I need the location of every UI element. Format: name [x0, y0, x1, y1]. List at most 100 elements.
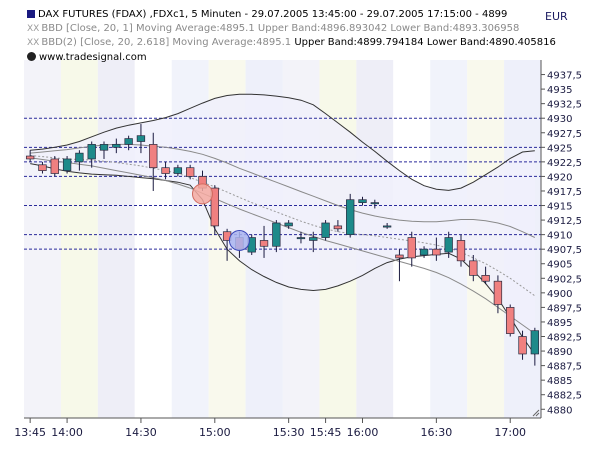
x-axis-ticks: 13:45 14:00 14:30 15:00 15:30 15:45 16:00 16:30…: [14, 418, 526, 439]
candle: [432, 237, 441, 261]
candle: [481, 266, 490, 285]
x-tick-label: 14:00: [51, 426, 83, 439]
y-tick-label: 4905: [547, 260, 572, 271]
y-tick-label: 4900: [547, 289, 572, 300]
candle-body-down: [456, 240, 466, 262]
candle-body-down: [186, 167, 195, 177]
candle-body-down: [493, 280, 503, 305]
indicator-1-upper: Upper Band:4896.893042: [257, 23, 388, 34]
candle-body-up: [284, 222, 293, 227]
inner-lower-band-line: [30, 157, 536, 335]
candle-body-up: [296, 237, 306, 240]
x-tick-label: 16:00: [347, 426, 379, 439]
candle-body-up: [321, 222, 330, 238]
indicator-2-legend[interactable]: XX BBD(2) [Close, 20, 2.618] Moving Avera…: [27, 37, 556, 49]
copyright-icon: [27, 52, 36, 61]
background-stripe: [97, 60, 135, 418]
candle: [124, 135, 133, 151]
candle: [50, 156, 59, 177]
candle-body-down: [407, 237, 416, 259]
y-tick-label: 4880: [547, 405, 572, 416]
candle-body-up: [382, 225, 392, 228]
resize-grip-icon[interactable]: [532, 409, 540, 417]
y-tick-label: 4932,5: [547, 100, 582, 111]
indicator-2-ma: Moving Average:4895.1: [172, 37, 292, 48]
y-tick-label: 4895: [547, 318, 572, 329]
candle: [370, 199, 379, 209]
candle-body-up: [112, 144, 121, 148]
candle: [38, 161, 47, 174]
indicator-1-prefix: XX: [27, 24, 40, 34]
candle-body-up: [136, 135, 146, 142]
candle: [173, 164, 183, 177]
indicator-1-legend[interactable]: XX BBD [Close, 20, 1] Moving Average:4895…: [27, 23, 519, 35]
candle-body-down: [333, 225, 343, 230]
y-tick-label: 4922,5: [547, 158, 582, 169]
candles: [25, 124, 540, 366]
y-tick-label: 4902,5: [547, 274, 582, 285]
indicator-1-ma: Moving Average:4895.1: [135, 23, 255, 34]
x-tick-label: 15:00: [199, 426, 231, 439]
outer-lower-band-line: [30, 163, 536, 355]
indicator-1-lower: Lower Band:4893.306958: [390, 23, 520, 34]
x-tick-label: 15:45: [310, 426, 342, 439]
y-tick-label: 4890: [547, 347, 572, 358]
candle-body-up: [62, 158, 72, 171]
candle: [493, 275, 503, 314]
x-tick-label: 16:30: [421, 426, 453, 439]
x-tick-label: 17:00: [494, 426, 526, 439]
candle: [333, 220, 343, 232]
horizontal-levels: [24, 117, 541, 250]
candle-body-up: [124, 138, 133, 145]
candle-body-up: [370, 202, 379, 205]
candle: [99, 141, 109, 159]
candle: [395, 249, 404, 282]
candle-body-down: [506, 307, 515, 334]
candle: [456, 234, 466, 267]
candle-body-down: [149, 144, 158, 169]
candle: [407, 231, 416, 267]
x-tick-label: 15:30: [273, 426, 305, 439]
candle: [419, 246, 429, 258]
resize-grip-lines: [532, 409, 540, 417]
signals: [191, 183, 250, 251]
indicator-1-name: BBD [Close, 20, 1]: [41, 23, 133, 34]
candle-body-down: [161, 167, 170, 174]
y-tick-label: 4910: [547, 231, 572, 242]
candle-body-up: [87, 144, 96, 160]
copyright-text: www.tradesignal.com: [39, 52, 147, 63]
y-tick-label: 4917,5: [547, 187, 582, 198]
candle: [309, 231, 318, 253]
candle: [112, 138, 121, 154]
candle: [75, 150, 84, 171]
candle: [346, 193, 355, 238]
background-stripe: [24, 60, 61, 418]
candle-body-up: [173, 167, 183, 174]
x-tick-label: 14:30: [125, 426, 157, 439]
sell-signal-marker: [191, 183, 213, 205]
candle: [382, 222, 392, 229]
candle-body-up: [444, 237, 453, 253]
candle: [530, 327, 540, 366]
y-tick-label: 4897,5: [547, 303, 582, 314]
candle: [296, 231, 306, 244]
y-tick-label: 4927,5: [547, 129, 582, 140]
chart-title: DAX FUTURES (FDAX) ,FDXc1, 5 Minuten - 2…: [38, 9, 508, 20]
y-tick-label: 4882,5: [547, 391, 582, 402]
candle-body-up: [530, 330, 540, 355]
candle: [259, 225, 269, 258]
candle-body-down: [395, 254, 404, 259]
y-tick-label: 4887,5: [547, 362, 582, 373]
y-tick-label: 4907,5: [547, 245, 582, 256]
candle-body-up: [419, 248, 429, 256]
candle: [136, 124, 146, 154]
candle: [161, 161, 170, 180]
y-tick-label: 4937,5: [547, 71, 582, 82]
series-color-icon: [27, 10, 35, 18]
indicator-2-lower: Lower Band:4890.405816: [426, 37, 556, 48]
candle: [321, 220, 330, 241]
candle: [469, 255, 478, 282]
candle-body-down: [469, 260, 478, 276]
